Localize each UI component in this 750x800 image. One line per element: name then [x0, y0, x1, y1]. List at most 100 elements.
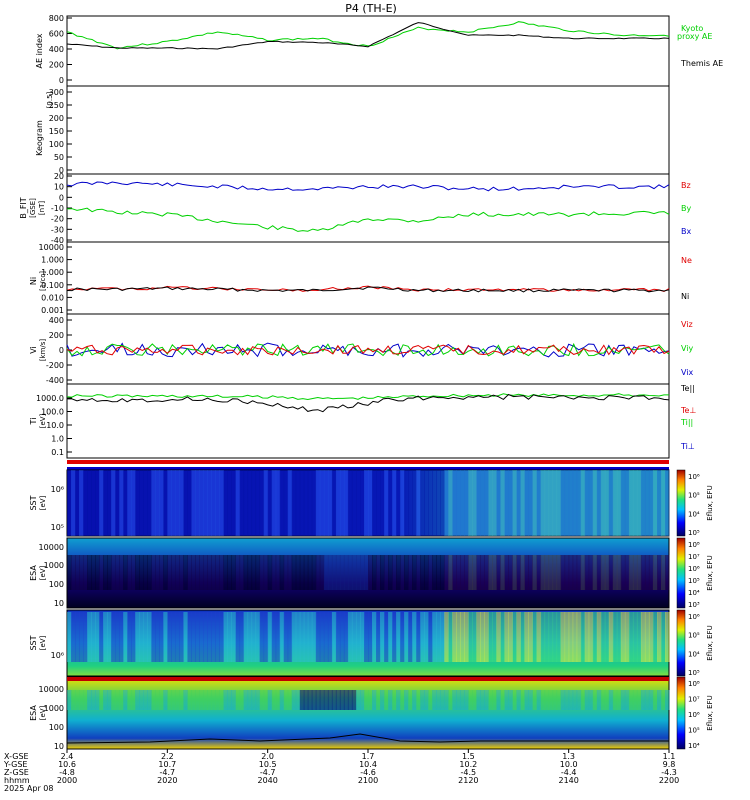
spec3-cols-cell	[596, 612, 602, 662]
spec4-cols-cell	[584, 690, 590, 710]
ae-panel: AE index 800 600 400 200 0 Kyoto proxy AE Th…	[35, 14, 723, 87]
spec1-stripes-cell	[167, 470, 172, 536]
colorbar-tick-label: 10⁸	[688, 541, 700, 549]
spec2-cols-cell	[416, 555, 421, 590]
keogram-tick-labels: 300 250 200 150 100 50 0	[49, 88, 72, 175]
spec4-cols-cell	[396, 690, 401, 710]
spec1-stripes-cell	[111, 470, 116, 536]
footer-ephemeris: X-GSE Y-GSE Z-GSE hhmm 2025 Apr 08 2.410…	[3, 749, 679, 793]
spec3-cols-cell	[255, 612, 261, 662]
spec3-cols-cell	[424, 612, 429, 662]
viz-line	[66, 344, 670, 356]
spec2-cols-cell	[271, 555, 277, 590]
spec1-stripes-cell	[528, 470, 533, 536]
spec3-cols-cell	[604, 612, 610, 662]
spec1-stripes-cell	[275, 470, 281, 536]
spec1-stripes-cell	[444, 470, 449, 536]
spec3-cols-cell	[632, 612, 638, 662]
spec2-cols-cell	[580, 555, 586, 590]
spec3-cols-cell	[508, 612, 513, 662]
spec1-stripes-cell	[191, 470, 196, 536]
spec3-cols-cell	[75, 612, 80, 662]
spec1-stripes-cell	[596, 470, 602, 536]
spec1-stripes-cell	[388, 470, 393, 536]
spec1-stripes-cell	[632, 470, 638, 536]
spec4-cols-cell	[616, 690, 622, 710]
spec2-cols-cell	[536, 555, 542, 590]
keogram-tick-label: 250	[49, 101, 64, 110]
spec2-cols-cell	[624, 555, 630, 590]
spec2-cols-cell	[259, 555, 265, 590]
density-tick-label: 1.000	[41, 268, 64, 277]
spec2-cols-cell	[552, 555, 558, 590]
spec3-cols-cell	[291, 612, 297, 662]
spec2-cols-cell	[275, 555, 281, 590]
spec4-cols-cell	[235, 690, 241, 710]
spec3-cols-cell	[239, 612, 245, 662]
by-line	[66, 207, 670, 232]
spec2-cols-cell	[372, 555, 377, 590]
spectrogram-esa-2: ESA [eV] 10000 1000 100 10	[29, 676, 670, 751]
spec4-cols-cell	[231, 690, 236, 710]
spec3-cols-cell	[83, 612, 88, 662]
spec3-ylabel-1: SST	[29, 635, 38, 650]
spec2-cols-cell	[480, 555, 485, 590]
spec1-stripes-cell	[143, 470, 148, 536]
spec2-cols-cell	[360, 555, 365, 590]
spec1-stripes-cell	[195, 470, 200, 536]
spec1-stripes-cell	[592, 470, 598, 536]
footer-value: 2120	[458, 776, 478, 785]
footer-label-z: Z-GSE	[4, 768, 29, 777]
spec2-cols-cell	[183, 555, 188, 590]
spec4-tick-0: 10000	[39, 685, 64, 694]
spec1-stripes-cell	[580, 470, 586, 536]
spec3-cols-cell	[356, 612, 361, 662]
legend-proxy-ae: proxy AE	[677, 32, 712, 41]
spec1-stripes-cell	[568, 470, 574, 536]
spec3-cols-cell	[331, 612, 337, 662]
spec3-cols-cell	[452, 612, 457, 662]
spec2-cols-cell	[155, 555, 160, 590]
spec2-cols-cell	[203, 555, 208, 590]
spec1-stripes-cell	[231, 470, 236, 536]
spec3-cols-cell	[484, 612, 489, 662]
spec1-stripes-cell	[372, 470, 377, 536]
spec1-stripes-cell	[420, 470, 425, 536]
spec4-cols-cell	[279, 690, 285, 710]
spec2-cols-cell	[99, 555, 104, 590]
spec2-cols-cell	[239, 555, 245, 590]
spectrogram-sst-2: SST [eV] 10⁶	[29, 609, 670, 677]
density-ylabel-2: [1/cc]	[39, 271, 47, 291]
spec2-cols-cell	[556, 555, 562, 590]
spec4-cols-cell	[255, 690, 261, 710]
spec4-cols-cell	[95, 690, 100, 710]
keogram-tick-label: 0	[59, 166, 64, 175]
spec1-stripes-cell	[504, 470, 509, 536]
spec1-stripes-cell	[448, 470, 453, 536]
spec4-cols-cell	[219, 690, 224, 710]
spec3-cols-cell	[440, 612, 445, 662]
spec4-cols-cell	[311, 690, 317, 710]
spec2-cols-cell	[560, 555, 566, 590]
spec4-cols-cell	[287, 690, 293, 710]
spec3-cols-cell	[247, 612, 253, 662]
footer-value: -4.6	[360, 768, 376, 777]
spec1-stripes-cell	[251, 470, 257, 536]
colorbar	[676, 676, 686, 750]
bfield-ylabel-1: B_FIT	[19, 197, 28, 218]
spec1-stripes-cell	[207, 470, 212, 536]
colorbar-tick-label: 10⁵	[688, 577, 700, 585]
spec2-cols-cell	[440, 555, 445, 590]
spec2-cols-cell	[508, 555, 513, 590]
spec1-stripes-cell	[428, 470, 433, 536]
spec1-stripes-cell	[412, 470, 417, 536]
spec4-cols-cell	[143, 690, 148, 710]
spec4-cols-cell	[131, 690, 136, 710]
ae-tick-label: 0	[59, 76, 64, 85]
legend-ne: Ne	[681, 256, 692, 265]
spec4-cols-cell	[432, 690, 437, 710]
footer-value: 10.4	[359, 760, 377, 769]
spec1-stripes-cell	[343, 470, 349, 536]
spec3-cols-cell	[460, 612, 465, 662]
spec3-cols-cell	[163, 612, 168, 662]
